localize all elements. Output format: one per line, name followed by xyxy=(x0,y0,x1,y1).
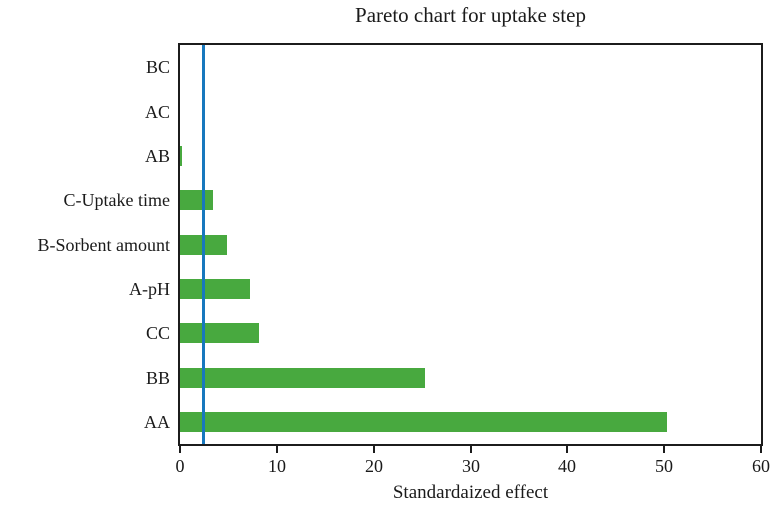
x-tick-label-30: 30 xyxy=(462,456,480,476)
bar-aa xyxy=(180,412,667,432)
x-tick-label-20: 20 xyxy=(365,456,383,476)
bar-c-uptake-time xyxy=(180,190,213,210)
y-tick-label-a-ph: A-pH xyxy=(129,279,170,299)
y-tick-label-bc: BC xyxy=(145,57,170,77)
x-tick-label-0: 0 xyxy=(175,456,185,476)
x-axis-label: Standardaized effect xyxy=(392,482,549,503)
y-tick-label-cc: CC xyxy=(145,323,170,343)
chart-title: Pareto chart for uptake step xyxy=(355,3,586,27)
bar-cc xyxy=(180,323,259,343)
bar-ab xyxy=(180,146,182,166)
bar-a-ph xyxy=(180,279,250,299)
y-tick-label-aa: AA xyxy=(144,412,170,432)
x-tick-mark xyxy=(760,446,762,453)
plot-area xyxy=(178,43,763,446)
x-tick-mark xyxy=(663,446,665,453)
x-tick-mark xyxy=(566,446,568,453)
y-tick-label-ab: AB xyxy=(144,146,170,166)
y-tick-label-ac: AC xyxy=(144,102,170,122)
x-tick-label-60: 60 xyxy=(752,456,770,476)
x-tick-mark xyxy=(373,446,375,453)
x-tick-label-40: 40 xyxy=(558,456,576,476)
reference-line xyxy=(202,45,205,444)
x-tick-label-10: 10 xyxy=(268,456,286,476)
x-tick-mark xyxy=(276,446,278,453)
x-tick-mark xyxy=(179,446,181,453)
bar-bb xyxy=(180,368,425,388)
y-tick-label-bb: BB xyxy=(145,368,170,388)
y-tick-label-c-uptake-time: C-Uptake time xyxy=(63,190,170,210)
y-tick-label-b-sorbent-amount: B-Sorbent amount xyxy=(37,235,171,255)
x-tick-label-50: 50 xyxy=(655,456,673,476)
x-tick-mark xyxy=(470,446,472,453)
